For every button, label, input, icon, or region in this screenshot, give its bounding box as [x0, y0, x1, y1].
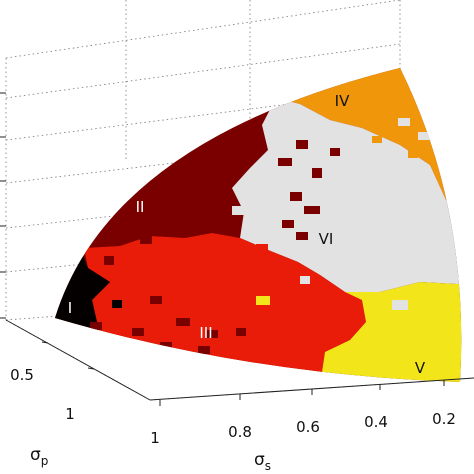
region-label-V: V [415, 359, 426, 377]
region-labels: I II III IV V VI [68, 92, 426, 377]
boundary-speckles [90, 118, 430, 354]
region-label-IV: IV [335, 92, 350, 110]
region-label-II: II [136, 198, 145, 216]
region-label-VI: VI [319, 230, 334, 248]
sigma-s-axis-label: σs [254, 450, 271, 473]
region-fill-I [55, 200, 110, 360]
surface [55, 68, 462, 382]
sigma-s-tick-labels: 1 0.8 0.6 0.4 0.2 [150, 410, 456, 447]
sigma-p-tick-0.5: 0.5 [10, 366, 34, 384]
sigma-s-tick-0.4: 0.4 [364, 413, 388, 431]
sigma-s-tick-1: 1 [150, 429, 160, 447]
sigma-s-tick-0.8: 0.8 [228, 423, 252, 441]
sigma-s-tick-0.6: 0.6 [296, 418, 320, 436]
region-label-III: III [199, 324, 212, 342]
region-fill-V [318, 282, 462, 382]
tick-marks [0, 92, 445, 406]
sigma-p-tick-labels: 0.5 1 [10, 366, 75, 423]
region-label-I: I [68, 299, 72, 317]
region-fill-VI [232, 98, 462, 292]
sigma-p-tick-1: 1 [65, 405, 75, 423]
sigma-s-tick-0.2: 0.2 [432, 410, 456, 428]
sigma-p-axis-label: σp [30, 445, 48, 468]
